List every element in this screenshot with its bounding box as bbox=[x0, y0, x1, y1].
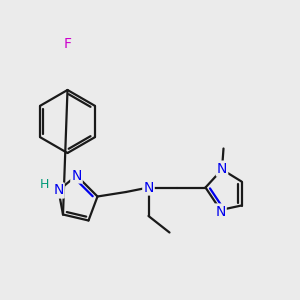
Text: N: N bbox=[53, 184, 64, 197]
Text: N: N bbox=[217, 162, 227, 176]
Text: F: F bbox=[64, 37, 71, 50]
Text: N: N bbox=[143, 181, 154, 194]
Text: N: N bbox=[71, 169, 82, 182]
Text: H: H bbox=[40, 178, 49, 191]
Text: N: N bbox=[215, 205, 226, 218]
